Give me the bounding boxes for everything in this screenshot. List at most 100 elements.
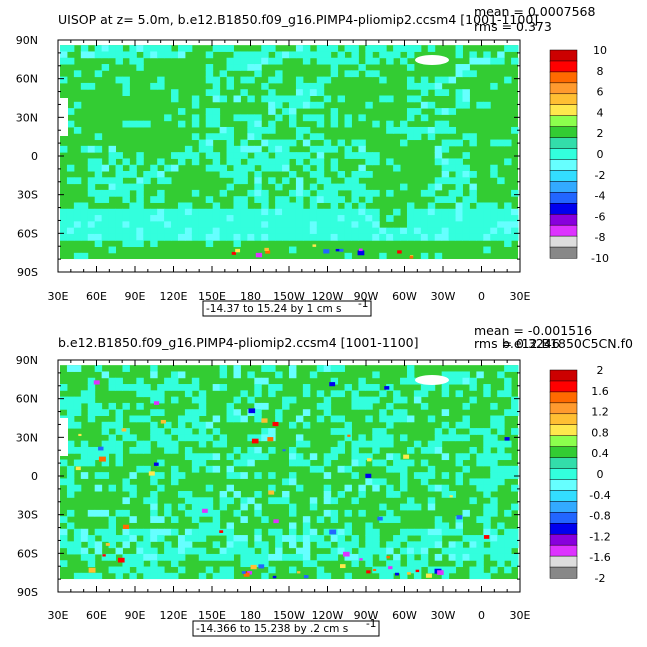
field-cell (490, 434, 498, 442)
plot-title: b.e12.B1850.f09_g16.PIMP4-pliomip2.ccsm4… (58, 335, 419, 350)
field-cell (240, 51, 248, 59)
field-cell (462, 133, 470, 141)
field-cell (87, 572, 96, 580)
field-cell (302, 57, 311, 65)
field-cell (94, 145, 103, 153)
field-cell (295, 202, 304, 210)
field-cell (80, 547, 89, 555)
field-cell (427, 133, 436, 141)
field-cell (302, 384, 311, 391)
field-cell (448, 227, 457, 235)
field-cell (233, 171, 241, 178)
field-cell (393, 553, 401, 561)
field-cell (247, 51, 255, 59)
field-cell (302, 227, 311, 235)
field-cell (108, 516, 117, 523)
field-cell (60, 145, 68, 153)
field-cell (406, 566, 415, 574)
field-cell (94, 215, 103, 222)
field-cell (323, 409, 332, 416)
field-cell (490, 202, 498, 210)
colorbar-label: 0 (597, 468, 604, 481)
field-cell (275, 221, 283, 229)
field-cell (337, 446, 346, 454)
field-cell (136, 402, 144, 410)
field-cell (289, 51, 297, 59)
field-cell (511, 233, 519, 241)
field-cell (233, 158, 241, 166)
field-cell (379, 516, 387, 523)
colorbar-swatch (549, 391, 578, 404)
field-cell (340, 564, 346, 569)
field-cell (490, 453, 498, 461)
field-cell (476, 553, 484, 561)
field-cell (365, 101, 373, 109)
field-cell (427, 208, 436, 216)
field-cell (129, 233, 137, 241)
field-cell (60, 233, 68, 241)
field-cell (400, 459, 408, 467)
field-cell (455, 371, 463, 379)
field-cell (351, 453, 359, 461)
field-cell (490, 227, 498, 235)
x-tick-label: 30E (510, 609, 531, 622)
field-cell (455, 183, 463, 191)
field-cell (455, 45, 463, 52)
field-cell (212, 108, 221, 115)
field-cell (171, 221, 179, 229)
field-cell (490, 566, 498, 574)
field-cell (455, 139, 463, 147)
field-cell (136, 384, 144, 391)
field-cell (441, 76, 450, 84)
field-cell (121, 428, 127, 432)
field-cell (150, 396, 158, 404)
field-cell (198, 522, 207, 530)
x-tick-label: 90W (354, 609, 379, 622)
field-cell (358, 145, 366, 153)
field-cell (157, 428, 165, 435)
field-cell (393, 541, 401, 549)
field-cell (150, 240, 158, 248)
field-cell (504, 215, 512, 222)
field-cell (261, 233, 269, 241)
field-cell (379, 390, 387, 398)
field-cell (337, 233, 346, 241)
field-cell (455, 215, 463, 222)
colorbar-label: -1.2 (589, 530, 610, 543)
field-cell (365, 51, 373, 59)
field-cell (400, 45, 408, 52)
field-cell (282, 202, 290, 210)
panel-2: 30E 60E 90E 120E 150E 180 150W 120W 90W 60W 30W 0 30… (16, 323, 633, 637)
field-cell (483, 522, 491, 530)
field-cell (448, 428, 457, 435)
field-cell (205, 139, 214, 147)
field-cell (261, 516, 269, 523)
plot-title: UISOP at z= 5.0m, b.e12.B1850.f09_g16.PI… (58, 12, 538, 27)
field-cell (233, 202, 241, 210)
field-cell (337, 535, 346, 542)
field-cell (205, 64, 214, 71)
field-cell (240, 560, 248, 568)
field-cell (316, 82, 325, 90)
colorbar-swatch (549, 402, 578, 415)
field-cell (497, 428, 505, 435)
field-cell (476, 221, 484, 229)
field-cell (171, 472, 179, 479)
field-cell (122, 553, 130, 561)
field-cell (455, 541, 463, 549)
field-cell (73, 402, 82, 410)
field-cell (476, 202, 484, 210)
field-cell (504, 509, 512, 517)
field-cell (150, 434, 158, 442)
field-cell (171, 446, 179, 454)
field-cell (268, 553, 276, 561)
field-cell (258, 564, 265, 569)
field-cell (323, 177, 332, 185)
field-cell (379, 478, 387, 486)
field-cell (247, 446, 255, 454)
field-cell (136, 221, 144, 229)
field-cell (212, 553, 221, 561)
field-cell (434, 120, 443, 128)
field-cell (184, 390, 193, 398)
x-tick-label: 60E (86, 609, 107, 622)
